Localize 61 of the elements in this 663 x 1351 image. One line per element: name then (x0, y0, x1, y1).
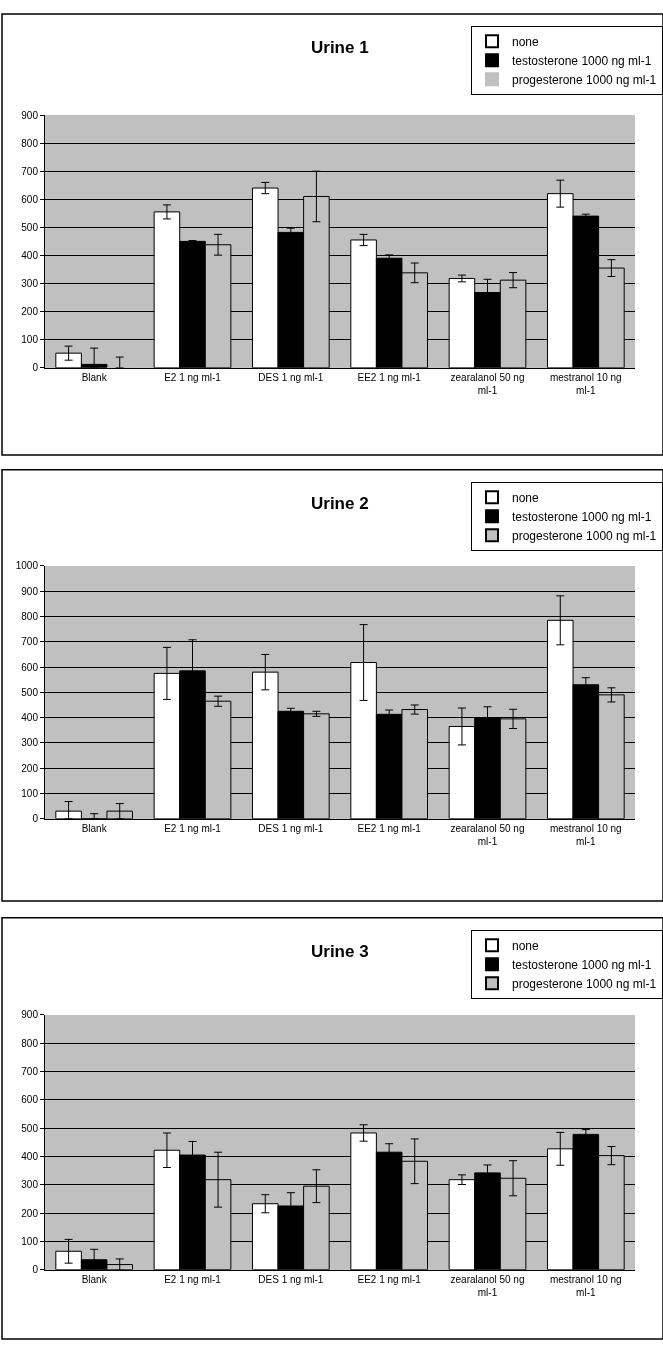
y-tick-label: 600 (21, 1094, 39, 1106)
y-tick-label: 700 (21, 636, 39, 648)
legend-label: none (512, 938, 540, 953)
y-tick-label: 400 (21, 712, 39, 724)
y-tick-label: 0 (32, 1264, 39, 1276)
x-tick-label: zearalanol 50 ng ml-1 (450, 1273, 525, 1298)
y-tick-label: 900 (21, 109, 39, 121)
x-tick-label: EE2 1 ng ml-1 (357, 822, 422, 834)
x-tick-label: DES 1 ng ml-1 (258, 371, 324, 383)
y-tick-label: 300 (21, 278, 39, 290)
y-tick-label: 500 (21, 221, 39, 233)
y-tick-label: 200 (21, 762, 39, 774)
x-tick-label: DES 1 ng ml-1 (258, 1273, 324, 1285)
y-tick-label: 100 (21, 1235, 39, 1247)
legend-label: none (512, 490, 540, 505)
y-tick-label: 900 (21, 585, 39, 597)
legend-label: testosterone 1000 ng ml-1 (512, 957, 652, 972)
y-tick-label: 200 (21, 1207, 39, 1219)
x-tick-label: Blank (81, 371, 108, 383)
y-tick-label: 0 (32, 813, 39, 825)
y-tick-label: 1000 (15, 560, 39, 572)
chart-title: Urine 2 (311, 494, 369, 513)
y-tick-label: 800 (21, 137, 39, 149)
y-tick-label: 300 (21, 737, 39, 749)
x-tick-label: E2 1 ng ml-1 (164, 371, 222, 383)
x-tick-label: EE2 1 ng ml-1 (357, 371, 422, 383)
x-tick-label: E2 1 ng ml-1 (164, 1273, 222, 1285)
y-tick-label: 700 (21, 165, 39, 177)
legend-label: progesterone 1000 ng ml-1 (512, 976, 657, 991)
y-tick-label: 100 (21, 334, 39, 346)
x-tick-label: Blank (81, 822, 108, 834)
y-tick-label: 700 (21, 1066, 39, 1078)
y-tick-label: 0 (32, 362, 39, 374)
x-tick-label: mestranol 10 ng ml-1 (549, 1273, 622, 1298)
y-tick-label: 800 (21, 1037, 39, 1049)
x-tick-label: DES 1 ng ml-1 (258, 822, 324, 834)
x-tick-label: Blank (81, 1273, 108, 1285)
x-tick-label: E2 1 ng ml-1 (164, 822, 222, 834)
x-tick-label: mestranol 10 ng ml-1 (549, 822, 622, 847)
legend-label: progesterone 1000 ng ml-1 (512, 73, 657, 87)
y-tick-label: 400 (21, 249, 39, 261)
chart-title: Urine 1 (311, 38, 369, 57)
x-tick-label: zearalanol 50 ng ml-1 (450, 371, 525, 396)
legend-label: testosterone 1000 ng ml-1 (512, 54, 652, 68)
y-tick-label: 100 (21, 787, 39, 799)
y-tick-label: 200 (21, 306, 39, 318)
x-tick-label: EE2 1 ng ml-1 (357, 1273, 422, 1285)
x-tick-label: mestranol 10 ng ml-1 (549, 371, 622, 396)
y-tick-label: 600 (21, 193, 39, 205)
legend-label: testosterone 1000 ng ml-1 (512, 509, 652, 524)
chart-title: Urine 3 (311, 942, 369, 961)
legend-label: progesterone 1000 ng ml-1 (512, 528, 657, 543)
legend-label: none (512, 35, 540, 49)
y-tick-label: 800 (21, 611, 39, 623)
y-tick-label: 500 (21, 1122, 39, 1134)
y-tick-label: 900 (21, 1009, 39, 1021)
y-tick-label: 300 (21, 1179, 39, 1191)
y-tick-label: 500 (21, 686, 39, 698)
x-tick-label: zearalanol 50 ng ml-1 (450, 822, 525, 847)
y-tick-label: 400 (21, 1150, 39, 1162)
y-tick-label: 600 (21, 661, 39, 673)
